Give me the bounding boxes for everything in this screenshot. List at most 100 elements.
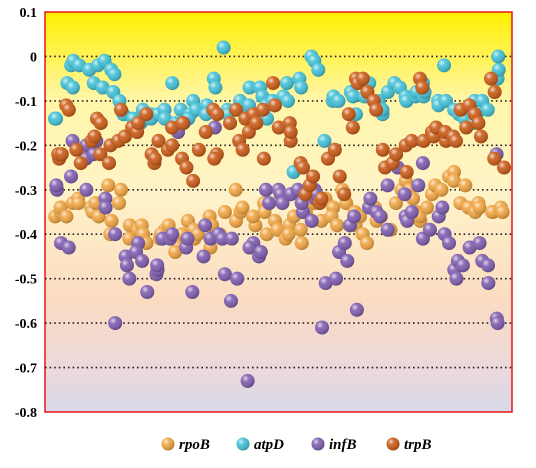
legend-item-rpoB: rpoB bbox=[161, 437, 210, 453]
y-tick-label: -0.3 bbox=[15, 184, 37, 199]
data-point-infB bbox=[481, 276, 496, 291]
data-point-infB bbox=[253, 245, 268, 259]
data-point-trpB bbox=[229, 102, 244, 117]
data-point-infB bbox=[481, 258, 496, 273]
data-point-infB bbox=[472, 236, 487, 251]
data-point-infB bbox=[49, 178, 64, 193]
legend-label: trpB bbox=[404, 437, 432, 453]
data-point-infB bbox=[490, 316, 505, 331]
data-point-infB bbox=[442, 236, 457, 251]
data-point-rpoB bbox=[59, 209, 74, 224]
data-point-rpoB bbox=[472, 200, 487, 215]
data-point-infB bbox=[340, 253, 355, 268]
data-point-rpoB bbox=[420, 200, 435, 215]
data-point-rpoB bbox=[495, 205, 510, 219]
data-point-atpD bbox=[242, 80, 257, 95]
data-point-infB bbox=[349, 302, 364, 317]
data-point-infB bbox=[230, 271, 245, 286]
data-point-trpB bbox=[255, 102, 270, 117]
y-tick-label: -0.1 bbox=[15, 95, 37, 110]
data-point-rpoB bbox=[294, 236, 309, 251]
legend: rpoB atpD infB trpB bbox=[161, 437, 432, 453]
data-point-infB bbox=[119, 258, 134, 273]
data-point-infB bbox=[373, 209, 388, 224]
data-point-trpB bbox=[223, 116, 238, 131]
data-point-trpB bbox=[73, 156, 88, 171]
data-point-rpoB bbox=[235, 200, 250, 215]
y-tick-label: 0 bbox=[30, 50, 37, 65]
y-tick-label: -0.7 bbox=[15, 362, 37, 377]
data-point-infB bbox=[180, 231, 195, 246]
data-point-infB bbox=[98, 200, 113, 215]
data-point-trpB bbox=[69, 142, 84, 157]
data-point-trpB bbox=[369, 102, 384, 117]
data-point-trpB bbox=[165, 138, 180, 153]
data-point-trpB bbox=[332, 169, 347, 184]
data-point-trpB bbox=[341, 107, 356, 122]
data-point-trpB bbox=[179, 160, 194, 175]
data-point-trpB bbox=[249, 116, 264, 131]
data-point-infB bbox=[242, 240, 257, 255]
data-point-trpB bbox=[131, 116, 146, 131]
data-point-trpB bbox=[139, 107, 154, 122]
data-point-infB bbox=[275, 196, 290, 211]
data-point-trpB bbox=[448, 133, 463, 148]
data-point-rpoB bbox=[281, 227, 296, 242]
data-point-trpB bbox=[487, 85, 502, 99]
data-point-infB bbox=[108, 316, 123, 331]
data-point-atpD bbox=[280, 93, 295, 108]
data-point-infB bbox=[185, 285, 200, 299]
legend-item-atpD: atpD bbox=[236, 437, 284, 453]
data-point-trpB bbox=[186, 173, 201, 188]
data-point-infB bbox=[223, 293, 238, 308]
data-point-trpB bbox=[337, 187, 352, 202]
data-point-atpD bbox=[311, 62, 326, 77]
data-point-infB bbox=[135, 253, 150, 268]
data-point-trpB bbox=[497, 160, 512, 175]
data-point-infB bbox=[337, 236, 352, 251]
data-point-infB bbox=[422, 222, 437, 237]
data-point-atpD bbox=[279, 76, 294, 91]
data-point-trpB bbox=[165, 120, 180, 135]
legend-item-infB: infB bbox=[311, 437, 357, 453]
data-point-rpoB bbox=[113, 182, 128, 197]
data-point-trpB bbox=[151, 133, 166, 148]
y-tick-label: -0.4 bbox=[15, 228, 37, 243]
data-point-trpB bbox=[175, 116, 190, 131]
data-point-infB bbox=[380, 178, 395, 193]
data-point-rpoB bbox=[246, 209, 261, 224]
data-point-trpB bbox=[147, 151, 162, 166]
data-point-infB bbox=[150, 258, 165, 273]
data-point-trpB bbox=[399, 165, 414, 179]
data-point-infB bbox=[258, 182, 273, 197]
data-point-atpD bbox=[491, 49, 506, 64]
data-point-rpoB bbox=[458, 178, 473, 193]
legend-label: atpD bbox=[254, 437, 284, 453]
data-point-trpB bbox=[256, 151, 271, 166]
data-point-trpB bbox=[375, 142, 390, 157]
data-point-atpD bbox=[294, 80, 309, 95]
data-point-trpB bbox=[210, 107, 225, 122]
data-point-infB bbox=[363, 191, 378, 206]
data-point-infB bbox=[61, 240, 76, 255]
data-point-infB bbox=[397, 187, 412, 202]
data-point-atpD bbox=[216, 40, 231, 55]
data-point-rpoB bbox=[101, 178, 116, 193]
data-point-rpoB bbox=[270, 222, 285, 237]
data-point-trpB bbox=[404, 133, 419, 148]
data-point-rpoB bbox=[259, 227, 274, 242]
data-point-rpoB bbox=[71, 196, 86, 211]
data-point-infB bbox=[315, 320, 330, 335]
data-point-trpB bbox=[415, 80, 430, 95]
data-point-atpD bbox=[208, 80, 223, 95]
data-point-infB bbox=[455, 258, 470, 273]
data-point-atpD bbox=[317, 133, 332, 148]
data-point-atpD bbox=[49, 111, 64, 126]
data-point-rpoB bbox=[168, 245, 183, 259]
data-point-rpoB bbox=[293, 222, 308, 237]
data-point-atpD bbox=[165, 76, 180, 91]
data-point-atpD bbox=[437, 58, 452, 73]
data-point-atpD bbox=[95, 80, 110, 95]
